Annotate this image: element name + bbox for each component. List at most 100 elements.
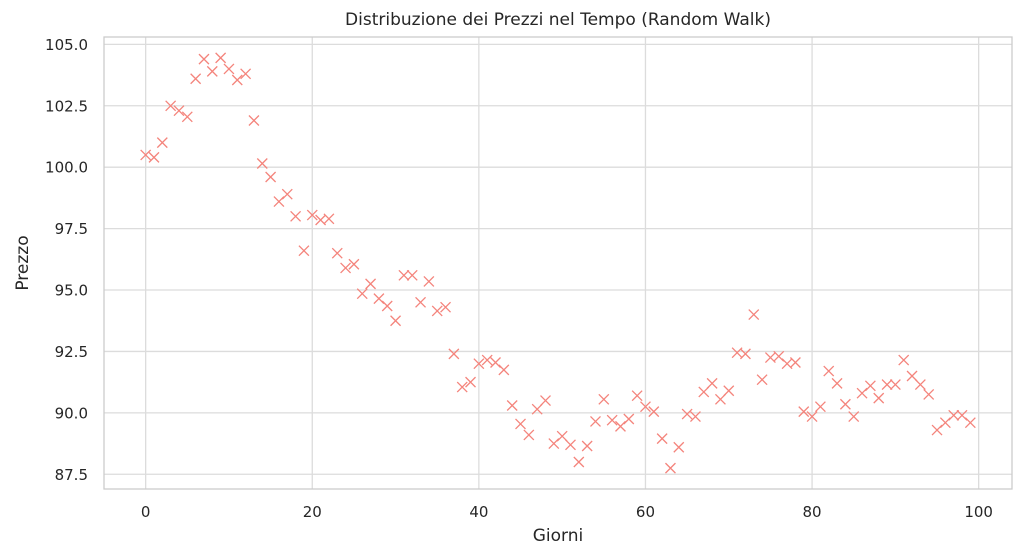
data-point: [140, 149, 152, 161]
data-point: [631, 390, 643, 402]
y-tick-label: 95.0: [55, 282, 88, 300]
data-point: [173, 105, 185, 117]
data-point: [431, 305, 443, 317]
grid-lines: [104, 37, 1012, 489]
data-point: [415, 296, 427, 308]
data-point: [356, 288, 368, 300]
data-point: [548, 438, 560, 450]
data-point: [573, 456, 585, 468]
data-point: [898, 354, 910, 366]
data-point: [290, 210, 302, 222]
data-point: [156, 137, 168, 149]
data-point: [231, 74, 243, 86]
data-point: [273, 196, 285, 208]
data-point: [540, 395, 551, 407]
x-tick-label: 40: [469, 503, 488, 521]
data-point: [831, 377, 843, 389]
y-tick-label: 90.0: [55, 404, 88, 422]
data-point: [498, 364, 510, 376]
x-tick-label: 60: [636, 503, 655, 521]
data-point: [689, 411, 701, 422]
data-point: [556, 430, 568, 442]
data-point: [939, 417, 951, 429]
data-point: [465, 376, 476, 388]
data-point: [856, 387, 868, 399]
data-point: [773, 350, 785, 362]
data-point: [390, 315, 402, 327]
data-point: [306, 209, 318, 221]
data-point: [964, 417, 976, 429]
data-point: [190, 73, 202, 85]
data-point: [931, 424, 943, 436]
data-point: [623, 413, 635, 425]
data-point: [789, 357, 801, 368]
data-point: [806, 411, 818, 422]
data-point: [365, 278, 377, 290]
data-point: [881, 379, 893, 391]
data-point: [423, 275, 435, 287]
data-point: [215, 52, 227, 64]
data-point: [864, 380, 876, 392]
data-point: [331, 247, 343, 259]
y-tick-label: 100.0: [45, 159, 88, 177]
data-point: [673, 441, 685, 453]
x-axis-label: Giorni: [533, 526, 584, 546]
data-point: [481, 354, 493, 366]
y-tick-label: 97.5: [55, 220, 88, 238]
x-tick-label: 0: [141, 503, 151, 521]
data-point: [515, 418, 526, 430]
y-tick-labels: 87.5 90.0 92.5 95.0 97.5 100.0 102.5 105.0: [45, 36, 88, 484]
data-point: [798, 406, 810, 418]
data-point: [240, 68, 252, 80]
data-point: [381, 300, 393, 312]
data-point: [906, 370, 918, 382]
data-point: [914, 379, 926, 391]
data-point: [373, 293, 385, 305]
data-point: [640, 401, 651, 413]
data-point: [723, 385, 735, 397]
data-point: [565, 439, 576, 451]
data-point: [531, 403, 543, 415]
chart-title: Distribuzione dei Prezzi nel Tempo (Rand…: [345, 10, 771, 30]
data-point: [206, 65, 218, 77]
data-point: [948, 409, 960, 421]
data-point: [748, 309, 760, 321]
data-point: [873, 392, 885, 404]
data-point: [506, 400, 518, 411]
data-point: [664, 462, 676, 474]
data-point: [956, 409, 968, 421]
x-tick-label: 100: [964, 503, 993, 521]
data-point: [440, 301, 452, 313]
y-tick-label: 105.0: [45, 36, 88, 54]
data-point: [923, 388, 935, 400]
x-tick-label: 80: [803, 503, 822, 521]
data-point: [814, 401, 826, 413]
data-point: [281, 188, 293, 200]
data-point: [406, 269, 418, 281]
data-point: [656, 433, 668, 445]
data-point: [323, 213, 335, 225]
data-point: [265, 171, 277, 183]
data-point: [606, 414, 618, 426]
data-point: [590, 415, 601, 427]
data-point: [698, 386, 710, 398]
data-point: [456, 381, 468, 393]
data-point: [165, 100, 177, 112]
data-point: [248, 115, 260, 126]
plot-frame: [103, 36, 1013, 490]
x-tick-labels: 0 20 40 60 80 100: [141, 503, 993, 521]
data-point: [223, 63, 235, 75]
data-point: [598, 393, 610, 405]
data-point: [756, 374, 768, 386]
data-point: [839, 398, 851, 410]
data-point: [889, 379, 901, 391]
y-tick-label: 87.5: [55, 466, 88, 484]
data-point: [198, 53, 210, 65]
y-tick-label: 92.5: [55, 343, 88, 361]
y-axis-label: Prezzo: [13, 235, 33, 290]
data-point: [615, 420, 626, 432]
data-point: [181, 111, 193, 123]
data-point: [648, 406, 660, 418]
data-points: [140, 52, 976, 474]
